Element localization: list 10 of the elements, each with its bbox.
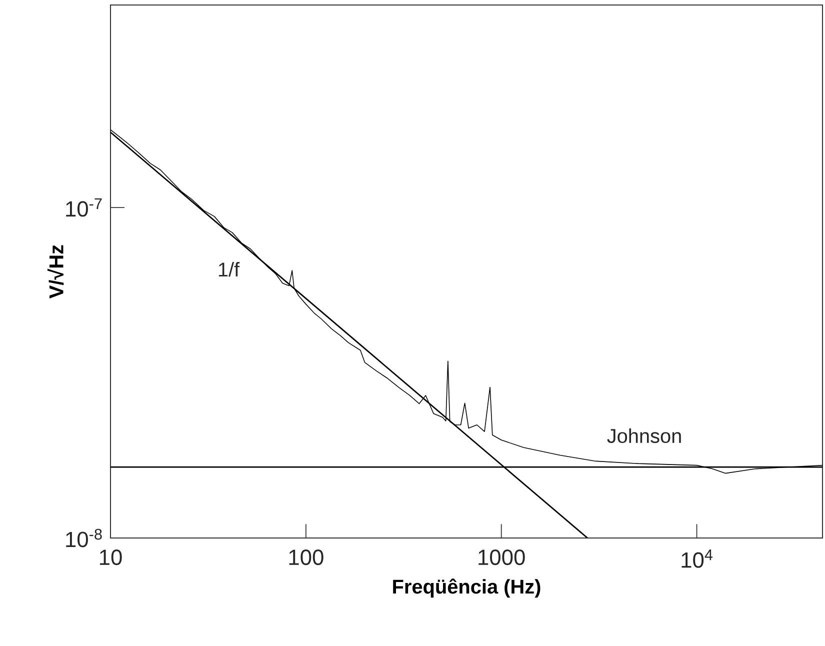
series-label: 1/f [218, 262, 240, 277]
x-tick-label: 10 [100, 550, 122, 566]
y-tick-label: 10$^{-7}$ [66, 198, 102, 217]
x-tick-label: 1000 [478, 550, 525, 566]
x-tick-label: 100 [289, 550, 324, 566]
ref-line-label: Johnson [607, 428, 681, 444]
x-axis-title: Freqüência (Hz) [393, 578, 540, 598]
x-tick-label: 10$^{4}$ [682, 550, 713, 568]
y-tick-label: 10$^{-8}$ [66, 528, 102, 548]
y-axis-title: V/√Hz [47, 245, 64, 298]
